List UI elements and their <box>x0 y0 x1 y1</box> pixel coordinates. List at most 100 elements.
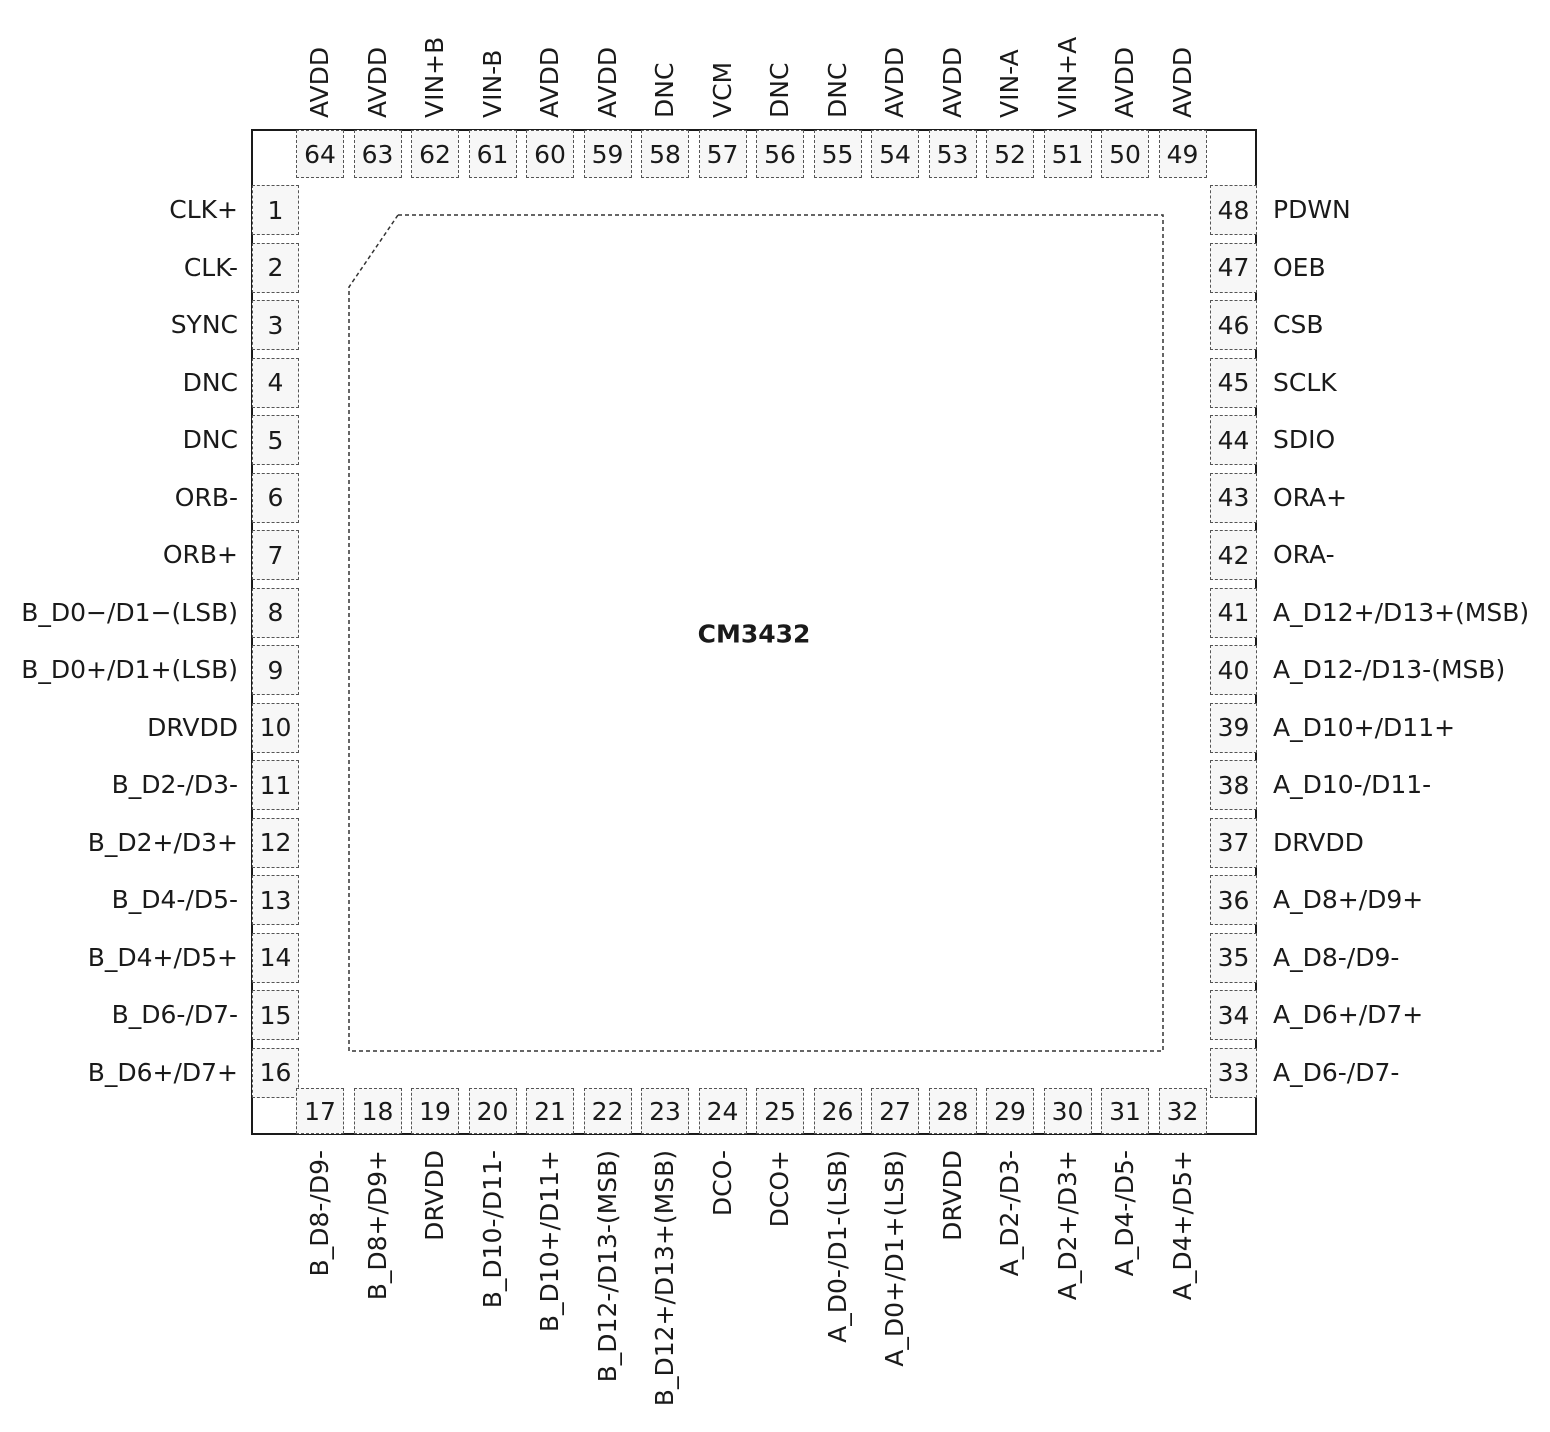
pin-pad-19: 19 <box>411 1088 459 1134</box>
pin-label-8: B_D0−/D1−(LSB) <box>21 597 238 627</box>
pin-pad-48: 48 <box>1210 185 1257 235</box>
pin-pad-49: 49 <box>1158 130 1207 178</box>
pin-pad-56: 56 <box>756 130 804 178</box>
pin-label-3: SYNC <box>170 310 238 339</box>
pin-label-27: A_D0+/D1+(LSB) <box>880 1150 909 1367</box>
pin-label-15: B_D6-/D7- <box>111 1000 238 1029</box>
pin-pad-26: 26 <box>813 1088 862 1134</box>
pin-pad-22: 22 <box>583 1088 632 1134</box>
pin-label-19: DRVDD <box>420 1150 449 1241</box>
pin-pad-45: 45 <box>1210 357 1257 408</box>
pin-pad-53: 53 <box>928 130 977 178</box>
pin-pad-14: 14 <box>252 932 299 983</box>
pin-pad-35: 35 <box>1210 932 1257 983</box>
pin-label-55: DNC <box>822 62 852 118</box>
pin-label-39: A_D10+/D11+ <box>1273 712 1456 742</box>
pin-pad-39: 39 <box>1210 702 1257 753</box>
pin-pad-41: 41 <box>1210 587 1257 638</box>
pin-label-35: A_D8-/D9- <box>1273 942 1400 972</box>
pin-label-46: CSB <box>1273 310 1324 339</box>
pin-pad-59: 59 <box>583 130 632 178</box>
pin-label-44: SDIO <box>1273 425 1336 454</box>
pin-label-12: B_D2+/D3+ <box>87 827 238 857</box>
pin-pad-12: 12 <box>252 817 299 868</box>
pin-label-61: VIN-B <box>477 49 507 118</box>
pin-label-9: B_D0+/D1+(LSB) <box>21 655 238 684</box>
pin-pad-4: 4 <box>252 357 299 408</box>
pin-pad-25: 25 <box>756 1088 804 1134</box>
pin-pad-13: 13 <box>252 875 299 925</box>
pin-pad-60: 60 <box>526 130 574 178</box>
pin-label-37: DRVDD <box>1273 827 1364 857</box>
pin-pad-50: 50 <box>1101 130 1149 178</box>
pin-pad-63: 63 <box>353 130 402 178</box>
pin-pad-2: 2 <box>252 242 299 293</box>
pin-label-16: B_D6+/D7+ <box>87 1057 238 1087</box>
pin-pad-32: 32 <box>1158 1088 1207 1134</box>
pin-pad-36: 36 <box>1210 875 1257 925</box>
pin-label-64: AVDD <box>305 46 334 118</box>
pin-label-40: A_D12-/D13-(MSB) <box>1273 655 1506 684</box>
pin-label-13: B_D4-/D5- <box>111 885 238 914</box>
pin-label-51: VIN+A <box>1052 36 1082 118</box>
pin-label-28: DRVDD <box>937 1150 967 1241</box>
pin-label-23: B_D12+/D13+(MSB) <box>650 1150 679 1407</box>
pin-pad-42: 42 <box>1210 530 1257 580</box>
pin-pad-15: 15 <box>252 990 299 1040</box>
pin-label-21: B_D10+/D11+ <box>535 1150 564 1333</box>
pin-pad-29: 29 <box>986 1088 1034 1134</box>
pin-label-24: DCO- <box>707 1150 737 1217</box>
pin-pad-27: 27 <box>871 1088 919 1134</box>
pin-pad-37: 37 <box>1210 817 1257 868</box>
pin-pad-7: 7 <box>252 530 299 580</box>
pin-label-42: ORA- <box>1273 540 1335 569</box>
pin-pad-5: 5 <box>252 415 299 465</box>
pin-pad-43: 43 <box>1210 472 1257 523</box>
pin-label-36: A_D8+/D9+ <box>1273 885 1424 914</box>
pin-pad-18: 18 <box>353 1088 402 1134</box>
pin-pad-10: 10 <box>252 702 299 753</box>
part-number: CM3432 <box>697 619 811 649</box>
pin-label-14: B_D4+/D5+ <box>87 942 238 972</box>
pin-pad-8: 8 <box>252 587 299 638</box>
pin-label-4: DNC <box>182 367 238 397</box>
pin-pad-55: 55 <box>813 130 862 178</box>
pin-label-63: AVDD <box>362 46 392 118</box>
pin-label-59: AVDD <box>592 46 622 118</box>
pin-pad-23: 23 <box>641 1088 689 1134</box>
pin-pad-61: 61 <box>468 130 517 178</box>
pin-pad-38: 38 <box>1210 760 1257 810</box>
pin-pad-20: 20 <box>468 1088 517 1134</box>
pin-pad-47: 47 <box>1210 242 1257 293</box>
pin-pad-33: 33 <box>1210 1047 1257 1098</box>
pin-label-18: B_D8+/D9+ <box>362 1150 392 1301</box>
pin-pad-64: 64 <box>296 130 344 178</box>
pin-label-10: DRVDD <box>147 712 238 742</box>
pin-label-62: VIN+B <box>420 36 449 118</box>
pin-label-52: VIN-A <box>995 49 1024 118</box>
pin-label-31: A_D4-/D5- <box>1110 1150 1139 1277</box>
pin-pad-31: 31 <box>1101 1088 1149 1134</box>
pin-pad-34: 34 <box>1210 990 1257 1040</box>
pin-pad-1: 1 <box>252 185 299 235</box>
pin-pad-44: 44 <box>1210 415 1257 465</box>
pin-label-20: B_D10-/D11- <box>477 1150 507 1309</box>
pin-label-60: AVDD <box>535 46 564 118</box>
pin-label-49: AVDD <box>1167 46 1197 118</box>
pin-label-30: A_D2+/D3+ <box>1052 1150 1082 1301</box>
pin-label-25: DCO+ <box>765 1150 794 1228</box>
pin-pad-9: 9 <box>252 645 299 695</box>
pin-label-47: OEB <box>1273 252 1326 282</box>
pin-label-5: DNC <box>182 425 238 454</box>
pin-pad-52: 52 <box>986 130 1034 178</box>
pin-label-26: A_D0-/D1-(LSB) <box>822 1150 852 1343</box>
pin-label-2: CLK- <box>183 252 238 282</box>
pin-label-7: ORB+ <box>162 540 238 569</box>
pin-pad-30: 30 <box>1043 1088 1092 1134</box>
pin-label-57: VCM <box>707 61 737 118</box>
pin-pad-57: 57 <box>698 130 747 178</box>
pin-pad-58: 58 <box>641 130 689 178</box>
pin-pad-21: 21 <box>526 1088 574 1134</box>
pin-label-33: A_D6-/D7- <box>1273 1057 1400 1087</box>
